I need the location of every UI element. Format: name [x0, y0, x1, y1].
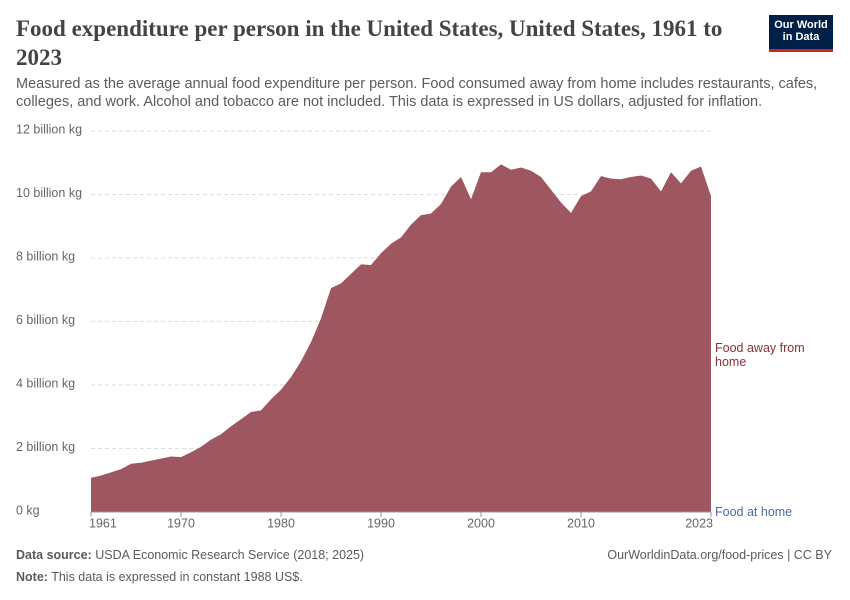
- note-label: Note:: [16, 570, 48, 584]
- chart-title: Food expenditure per person in the Unite…: [16, 16, 723, 70]
- x-tick-label: 2010: [567, 516, 595, 530]
- logo[interactable]: Our World in Data: [769, 15, 833, 52]
- x-tick-label: 2000: [467, 516, 495, 530]
- series-label: Food away from home: [715, 341, 805, 369]
- note: Note: This data is expressed in constant…: [16, 570, 303, 584]
- y-tick-label: 6 billion kg: [16, 313, 75, 327]
- area: [91, 164, 711, 512]
- x-tick-label: 1970: [167, 516, 195, 530]
- x-tick-label: 1980: [267, 516, 295, 530]
- x-tick-label: 1990: [367, 516, 395, 530]
- series-label: Food at home: [715, 505, 793, 519]
- x-tick-label: 1961: [89, 516, 117, 530]
- logo-line: in Data: [782, 31, 820, 43]
- y-tick-label: 12 billion kg: [16, 122, 82, 136]
- y-tick-label: 8 billion kg: [16, 249, 75, 263]
- x-tick-label: 2023: [685, 516, 713, 530]
- y-tick-label: 4 billion kg: [16, 376, 75, 390]
- y-tick-label: 2 billion kg: [16, 440, 75, 454]
- source-text: USDA Economic Research Service (2018; 20…: [95, 548, 365, 562]
- note-text: This data is expressed in constant 1988 …: [51, 570, 303, 584]
- logo-line: Our World: [774, 19, 828, 31]
- source: Data source: USDA Economic Research Serv…: [16, 548, 364, 562]
- y-tick-label: 0 kg: [16, 503, 40, 517]
- source-label: Data source:: [16, 548, 92, 562]
- chart-subtitle: Measured as the average annual food expe…: [16, 76, 818, 110]
- y-tick-label: 10 billion kg: [16, 186, 82, 200]
- credit[interactable]: OurWorldinData.org/food-prices | CC BY: [607, 548, 832, 562]
